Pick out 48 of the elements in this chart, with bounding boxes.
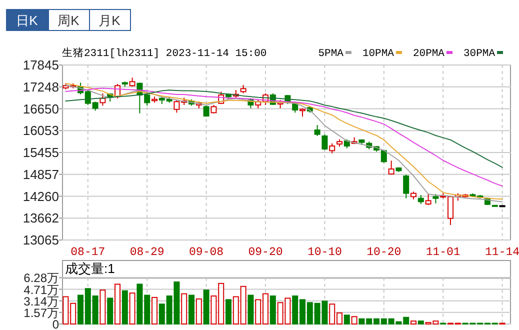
- y-tick-label: 15455: [22, 145, 59, 160]
- bar: [122, 290, 128, 324]
- tab: 周K: [48, 9, 90, 31]
- bar: [152, 296, 158, 324]
- x-tick-label: 09-08: [189, 246, 224, 259]
- y-tick-label: 16053: [22, 123, 59, 138]
- bar: [188, 294, 194, 324]
- bar: [344, 314, 350, 324]
- bar: [351, 316, 358, 324]
- y-tick-label: 13662: [22, 210, 59, 226]
- y-tick-label: 17845: [22, 58, 59, 72]
- bar: [114, 284, 120, 324]
- bar: [129, 292, 136, 324]
- x-tick-label: 10-20: [366, 246, 402, 259]
- bar: [203, 290, 210, 324]
- bar: [226, 299, 232, 324]
- x-tick-label: 08-17: [70, 246, 106, 259]
- legend-label: 5PMA: [318, 48, 344, 60]
- legend-label: 30PMA: [463, 48, 496, 60]
- y-tick-label: 1.57万: [24, 306, 59, 320]
- x-tick-label: 10-10: [307, 246, 342, 259]
- y-tick-label: 4.71万: [24, 282, 59, 297]
- y-tick-label: 14260: [22, 188, 59, 204]
- y-tick-label: 3.14万: [24, 294, 59, 308]
- x-tick-label: 09-20: [248, 246, 283, 259]
- bar: [100, 290, 106, 324]
- bar: [248, 294, 254, 324]
- bar: [181, 293, 188, 324]
- y-tick-label: 6.28万: [24, 271, 59, 286]
- x-tick-label: 08-29: [130, 246, 164, 259]
- y-tick-label: 17248: [22, 79, 59, 94]
- bar: [196, 298, 202, 324]
- bar: [270, 295, 276, 324]
- legend-label: 10PMA: [362, 48, 395, 60]
- tab: 月K: [89, 9, 131, 31]
- chart-title: 成交量:1: [65, 261, 115, 276]
- tab: 日K: [6, 9, 49, 31]
- y-tick-label: 14857: [22, 166, 59, 182]
- chart-title: 生猪2311[lh2311] 2023-11-14 15:00: [62, 46, 267, 60]
- bar: [410, 320, 416, 324]
- bar: [418, 320, 424, 324]
- x-tick-label: 11-01: [426, 246, 460, 259]
- y-tick-label: 13065: [22, 232, 59, 248]
- x-tick-label: 11-14: [485, 246, 519, 259]
- legend-label: 20PMA: [412, 48, 446, 60]
- y-tick-label: 16650: [22, 101, 59, 116]
- bar: [107, 298, 114, 324]
- y-tick-label: 0: [52, 318, 60, 330]
